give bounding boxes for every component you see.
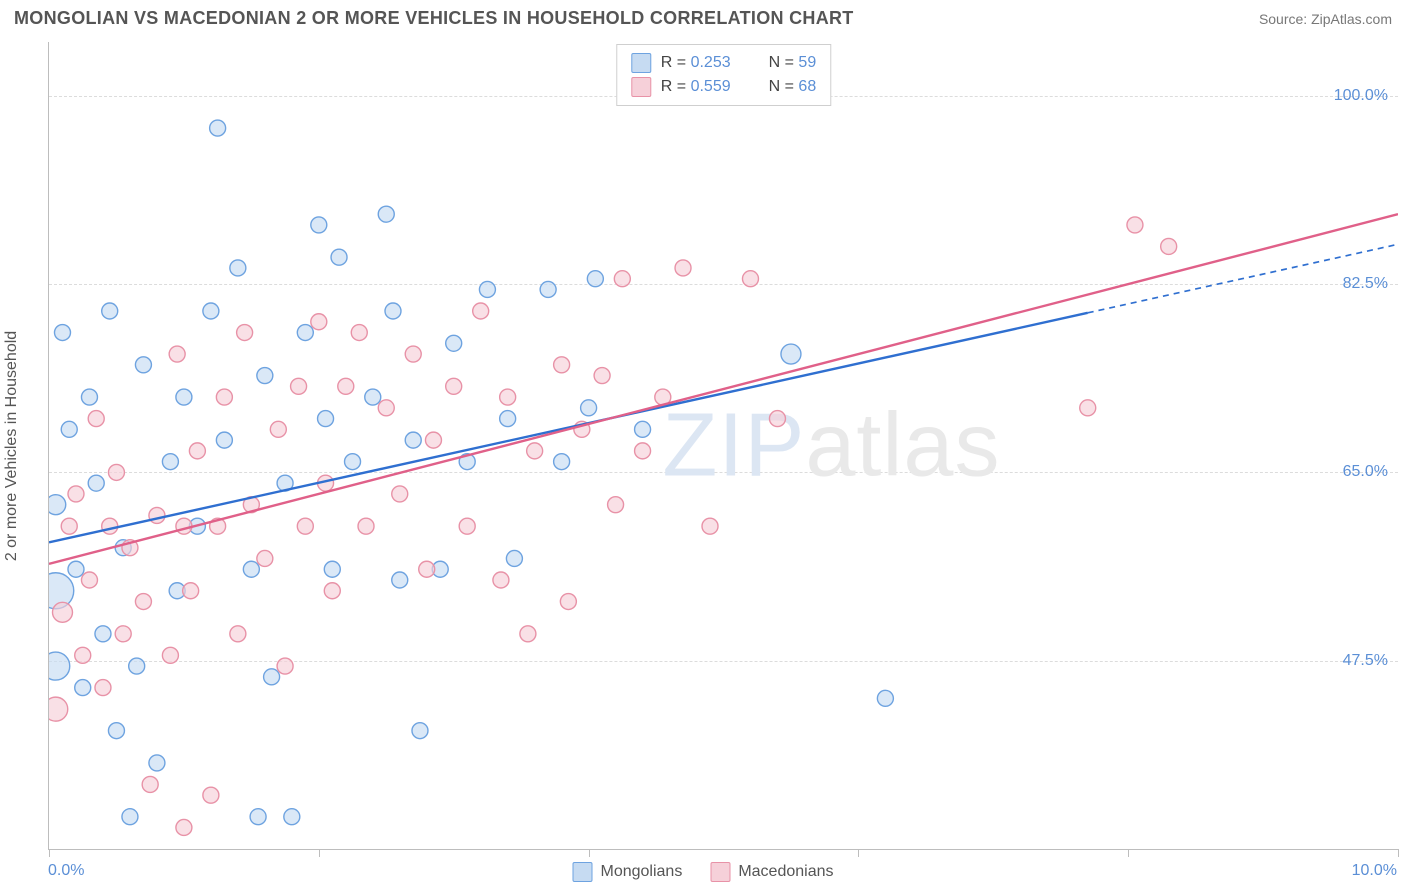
legend-swatch bbox=[573, 862, 593, 882]
legend-n-value: 68 bbox=[798, 78, 816, 95]
chart-title: MONGOLIAN VS MACEDONIAN 2 OR MORE VEHICL… bbox=[14, 8, 854, 29]
legend-n-label: N = 68 bbox=[769, 75, 817, 99]
trend-lines-layer bbox=[49, 42, 1398, 849]
legend-r-label: R = 0.559 bbox=[661, 75, 731, 99]
legend-r-label: R = 0.253 bbox=[661, 51, 731, 75]
x-tick bbox=[1128, 849, 1129, 857]
x-tick bbox=[319, 849, 320, 857]
legend-r-value: 0.253 bbox=[691, 54, 731, 71]
legend-row: R = 0.253 N = 59 bbox=[631, 51, 816, 75]
legend-series-item: Macedonians bbox=[710, 862, 833, 882]
x-tick bbox=[589, 849, 590, 857]
legend-series-item: Mongolians bbox=[573, 862, 683, 882]
legend-series-label: Mongolians bbox=[601, 863, 683, 881]
trend-line bbox=[49, 214, 1398, 564]
scatter-chart: ZIPatlas R = 0.253N = 59R = 0.559N = 68 … bbox=[48, 42, 1398, 850]
chart-header: MONGOLIAN VS MACEDONIAN 2 OR MORE VEHICL… bbox=[0, 0, 1406, 33]
legend-series-label: Macedonians bbox=[738, 863, 833, 881]
y-axis-label: 2 or more Vehicles in Household bbox=[3, 331, 21, 561]
legend-swatch bbox=[631, 77, 651, 97]
legend-n-value: 59 bbox=[798, 54, 816, 71]
legend-swatch bbox=[631, 53, 651, 73]
legend-r-value: 0.559 bbox=[691, 78, 731, 95]
x-tick bbox=[1398, 849, 1399, 857]
series-legend: Mongolians Macedonians bbox=[573, 862, 834, 882]
legend-n-label: N = 59 bbox=[769, 51, 817, 75]
source-attribution: Source: ZipAtlas.com bbox=[1259, 11, 1392, 27]
x-tick bbox=[858, 849, 859, 857]
x-tick-label: 0.0% bbox=[48, 862, 84, 880]
legend-row: R = 0.559 N = 68 bbox=[631, 75, 816, 99]
legend-swatch bbox=[710, 862, 730, 882]
x-tick-label: 10.0% bbox=[1352, 862, 1397, 880]
x-tick bbox=[49, 849, 50, 857]
trend-line bbox=[49, 313, 1088, 543]
correlation-legend: R = 0.253 N = 59 R = 0.559 N = 68 bbox=[616, 44, 831, 106]
